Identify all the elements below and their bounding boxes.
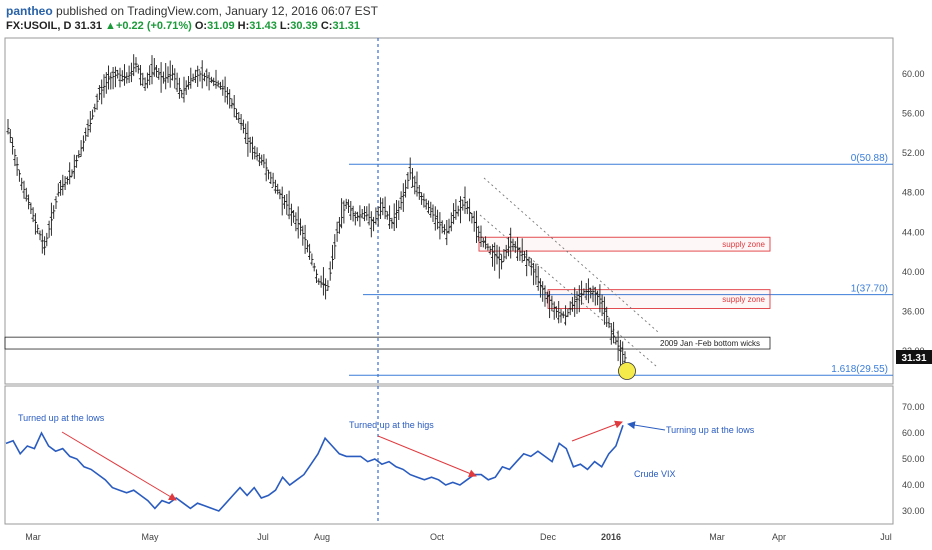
vix-tick-label: 50.00 [902, 454, 925, 464]
annotation-turning-up-lows: Turning up at the lows [666, 425, 755, 435]
vix-tick-label: 70.00 [902, 402, 925, 412]
arrow-4[interactable] [627, 421, 666, 431]
wick-zone[interactable]: 2009 Jan -Feb bottom wicks [4, 336, 771, 350]
chart-header: pantheo published on TradingView.com, Ja… [0, 0, 932, 36]
time-tick-label: Mar [709, 532, 725, 542]
open-value: 31.09 [207, 20, 235, 32]
close-label: C: [320, 20, 333, 32]
vix-axis: 70.00 60.00 50.00 40.00 30.00 [902, 402, 925, 516]
time-tick-label: Mar [25, 532, 41, 542]
open-label: O: [194, 20, 208, 32]
crude-vix-line [5, 424, 624, 512]
supply-zones[interactable]: supply zone supply zone [478, 236, 771, 309]
price-tick-label: 48.00 [902, 188, 925, 198]
arrow-1[interactable] [61, 431, 177, 501]
low-value: 30.39 [290, 20, 318, 32]
supply-zone-rect [547, 289, 771, 309]
published-text: published on TradingView.com, January 12… [56, 4, 379, 18]
time-tick-label: Jul [880, 532, 892, 542]
vix-tick-label: 60.00 [902, 428, 925, 438]
symbol-label[interactable]: FX:USOIL, D [6, 20, 72, 32]
time-tick-label: Dec [540, 532, 557, 542]
time-tick-label: Aug [314, 532, 330, 542]
price-tick-label: 40.00 [902, 267, 925, 277]
vix-pane [4, 385, 894, 525]
supply-zone-label: supply zone [722, 295, 765, 304]
author-name[interactable]: pantheo [6, 4, 53, 18]
last-price-tag: 31.31 [896, 350, 932, 364]
annotation-turned-up-highs: Turned up at the higs [349, 420, 434, 430]
change-value: +0.22 (+0.71%) [115, 20, 192, 32]
low-label: L: [279, 20, 291, 32]
last-price: 31.31 [74, 20, 102, 32]
close-value: 31.31 [332, 20, 360, 32]
time-tick-label: Jul [257, 532, 269, 542]
vix-series-line [5, 424, 624, 512]
price-tick-label: 36.00 [902, 306, 925, 316]
change-arrow-icon: ▲ [105, 20, 116, 32]
high-label: H: [237, 20, 250, 32]
arrow-3[interactable] [571, 420, 623, 442]
price-pane [4, 37, 894, 385]
annotation-turned-up-lows: Turned up at the lows [18, 413, 105, 423]
price-tick-label: 44.00 [902, 227, 925, 237]
vix-tick-label: 30.00 [902, 506, 925, 516]
vix-tick-label: 40.00 [902, 480, 925, 490]
time-tick-label: Oct [430, 532, 445, 542]
supply-zone-label: supply zone [722, 240, 765, 249]
wick-zone-rect [4, 336, 771, 350]
fib-label: 1.618(29.55) [831, 364, 888, 375]
time-tick-label: 2016 [601, 532, 621, 542]
time-tick-label: May [141, 532, 159, 542]
fib-label: 1(37.70) [851, 284, 888, 295]
fib-label: 0(50.88) [851, 153, 888, 164]
fib-levels[interactable]: 0(50.88) 1(37.70) 1.618(29.55) [349, 153, 893, 376]
time-tick-label: Apr [772, 532, 786, 542]
supply-zone-rect [478, 236, 771, 252]
wick-zone-label: 2009 Jan -Feb bottom wicks [660, 339, 760, 348]
publish-info: pantheo published on TradingView.com, Ja… [6, 4, 378, 18]
current-low-highlight[interactable] [618, 362, 636, 380]
down-channel[interactable] [479, 177, 659, 367]
ohlc-legend: FX:USOIL, D 31.31 ▲+0.22 (+0.71%) O:31.0… [6, 20, 360, 32]
vix-annotations[interactable]: Turned up at the lows Turned up at the h… [18, 413, 755, 501]
time-axis: Mar May Jul Aug Oct Dec 2016 Mar Apr Jul [25, 532, 892, 542]
high-value: 31.43 [249, 20, 277, 32]
price-tick-label: 60.00 [902, 69, 925, 79]
price-tick-label: 56.00 [902, 109, 925, 119]
price-candles [6, 54, 627, 366]
last-price-tag-text: 31.31 [901, 353, 926, 364]
arrow-2[interactable] [377, 435, 477, 478]
annotation-crude-vix: Crude VIX [634, 469, 676, 479]
price-tick-label: 52.00 [902, 148, 925, 158]
